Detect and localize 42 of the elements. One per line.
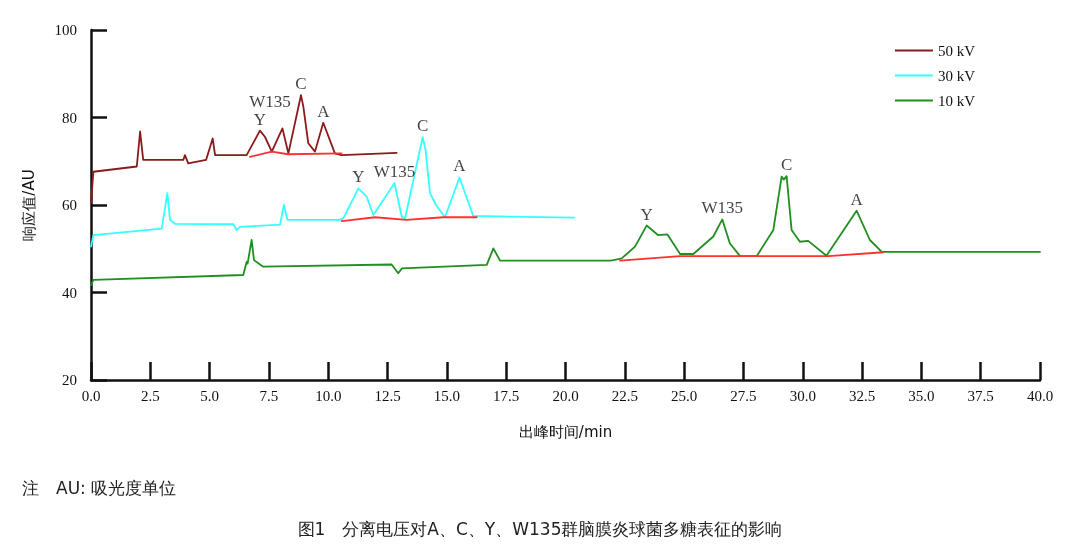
x-tick-label: 20.0 [552,387,579,404]
annotation: A [850,189,864,209]
x-tick-label: 35.0 [908,387,935,404]
x-tick-label: 37.5 [967,387,994,404]
annotation: A [317,101,331,121]
annotation: W135 [701,198,744,218]
y-tick-label: 40 [62,284,77,301]
legend-label: 50 kV [937,42,976,59]
annotation: W135 [373,162,416,182]
y-axis-title: 响应值/AU [19,169,38,241]
text: 注 AU: 吸光度单位 [22,477,177,498]
annotation: C [417,116,429,136]
y-tick-label: 100 [54,22,77,38]
x-tick-label: 5.0 [200,387,219,404]
x-tick-label: 17.5 [493,387,520,404]
annotation: A [453,156,467,176]
x-tick-label: 12.5 [374,387,401,404]
legend-label: 10 kV [937,92,976,109]
y-tick-label: 20 [62,372,77,388]
annotation: Y [352,167,365,187]
x-tick-label: 10.0 [315,387,342,404]
x-tick-label: 27.5 [730,387,757,404]
x-tick-label: 0.0 [81,387,101,404]
y-tick-label: 60 [62,197,77,213]
legend-label: 30 kV [937,67,976,84]
x-tick-label: 30.0 [789,387,816,404]
x-tick-label: 25.0 [671,387,698,404]
annotation: Y [640,204,653,224]
annotation: C [295,74,307,94]
annotation: C [780,155,793,175]
x-tick-label: 2.5 [140,387,160,404]
x-tick-label: 15.0 [433,387,460,404]
x-tick-label: 32.5 [848,387,876,404]
x-tick-label: 22.5 [611,387,638,404]
annotation: Y [253,109,267,129]
annotation: W135 [249,91,291,111]
x-tick-label: 40.0 [1026,387,1054,404]
text: 图1 分离电压对A、C、Y、W135群脑膜炎球菌多糖表征的影响 [297,518,783,539]
x-axis-title: 出峰时间/min [518,422,613,441]
line-series [90,136,576,248]
y-tick-label: 80 [62,109,77,126]
x-tick-label: 7.5 [259,387,279,404]
